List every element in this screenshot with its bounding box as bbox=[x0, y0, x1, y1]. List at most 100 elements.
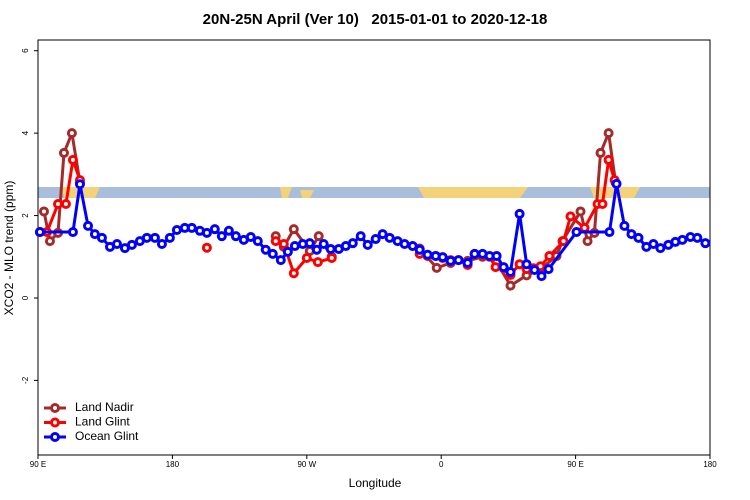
x-tick-label: 90 W bbox=[297, 460, 316, 469]
data-point bbox=[505, 280, 516, 291]
data-point bbox=[514, 208, 525, 219]
data-point bbox=[38, 206, 49, 217]
data-point bbox=[597, 199, 608, 210]
plot-frame bbox=[37, 39, 711, 456]
data-point bbox=[347, 238, 358, 249]
data-point bbox=[544, 250, 555, 261]
data-point bbox=[252, 236, 263, 247]
x-tick-label: 90 E bbox=[567, 460, 583, 469]
data-point bbox=[626, 229, 637, 240]
data-point bbox=[437, 252, 448, 263]
data-point bbox=[216, 231, 227, 242]
data-point bbox=[58, 147, 69, 158]
legend-label: Land Nadir bbox=[75, 400, 134, 414]
x-tick-label: 180 bbox=[703, 460, 717, 469]
y-axis-title: XCO2 - MLO trend (ppm) bbox=[2, 181, 16, 316]
data-point bbox=[111, 238, 122, 249]
data-point bbox=[53, 199, 64, 210]
data-point bbox=[521, 259, 532, 270]
data-point bbox=[325, 243, 336, 254]
data-point bbox=[171, 224, 182, 235]
data-point bbox=[60, 199, 71, 210]
data-point bbox=[431, 262, 442, 273]
data-point bbox=[543, 264, 554, 275]
legend-marker bbox=[50, 432, 60, 442]
data-point bbox=[83, 220, 94, 231]
data-point bbox=[278, 238, 289, 249]
data-point bbox=[201, 227, 212, 238]
data-point bbox=[648, 238, 659, 249]
y-tick-label: 2 bbox=[21, 213, 30, 218]
data-point bbox=[611, 178, 622, 189]
data-point bbox=[582, 236, 593, 247]
data-point bbox=[505, 267, 516, 278]
data-point bbox=[700, 238, 711, 249]
data-point bbox=[34, 227, 45, 238]
data-point bbox=[362, 239, 373, 250]
data-point bbox=[414, 244, 425, 255]
data-point bbox=[603, 128, 614, 139]
data-point bbox=[604, 227, 615, 238]
data-point bbox=[312, 257, 323, 268]
data-point bbox=[282, 246, 293, 257]
data-point bbox=[677, 234, 688, 245]
data-point bbox=[260, 244, 271, 255]
data-point bbox=[304, 238, 315, 249]
chart-title: 20N-25N April (Ver 10) 2015-01-01 to 202… bbox=[203, 11, 548, 28]
data-point bbox=[536, 271, 547, 282]
data-point bbox=[692, 232, 703, 243]
data-point bbox=[126, 239, 137, 250]
data-point bbox=[462, 257, 473, 268]
data-point bbox=[311, 244, 322, 255]
data-point bbox=[301, 253, 312, 264]
data-point bbox=[313, 231, 324, 242]
data-point bbox=[96, 232, 107, 243]
data-point bbox=[407, 241, 418, 252]
y-tick-label: 6 bbox=[21, 48, 30, 53]
data-point bbox=[245, 231, 256, 242]
data-point bbox=[633, 232, 644, 243]
data-point bbox=[377, 229, 388, 240]
data-point bbox=[270, 236, 281, 247]
data-point bbox=[491, 250, 502, 261]
data-point bbox=[223, 225, 234, 236]
data-point bbox=[595, 147, 606, 158]
x-tick-label: 90 E bbox=[30, 460, 46, 469]
x-axis-title: Longitude bbox=[349, 476, 402, 490]
legend-marker bbox=[50, 417, 60, 428]
y-tick-label: 4 bbox=[21, 130, 30, 135]
data-point bbox=[275, 255, 286, 266]
data-point bbox=[370, 234, 381, 245]
data-point bbox=[186, 222, 197, 233]
data-point bbox=[156, 238, 167, 249]
data-point bbox=[326, 253, 337, 264]
data-point bbox=[384, 232, 395, 243]
data-point bbox=[289, 241, 300, 252]
data-point bbox=[445, 255, 456, 266]
data-point bbox=[603, 154, 614, 165]
data-point bbox=[201, 242, 212, 253]
data-point bbox=[655, 243, 666, 254]
data-point bbox=[267, 248, 278, 259]
data-point bbox=[67, 154, 78, 165]
data-point bbox=[355, 231, 366, 242]
data-point bbox=[558, 236, 569, 247]
data-point bbox=[74, 179, 85, 190]
data-point bbox=[141, 232, 152, 243]
x-tick-label: 0 bbox=[439, 460, 444, 469]
data-point bbox=[288, 268, 299, 279]
data-point bbox=[288, 224, 299, 235]
legend-label: Ocean Glint bbox=[75, 429, 139, 443]
y-tick-label: 0 bbox=[21, 295, 30, 300]
data-point bbox=[66, 128, 77, 139]
map-ocean bbox=[38, 187, 710, 198]
data-point bbox=[67, 227, 78, 238]
data-point bbox=[318, 238, 329, 249]
legend-marker bbox=[50, 403, 60, 413]
y-tick-label: -2 bbox=[21, 376, 30, 384]
data-point bbox=[529, 264, 540, 275]
data-point bbox=[149, 232, 160, 243]
data-point bbox=[422, 249, 433, 260]
map-land bbox=[60, 187, 640, 198]
